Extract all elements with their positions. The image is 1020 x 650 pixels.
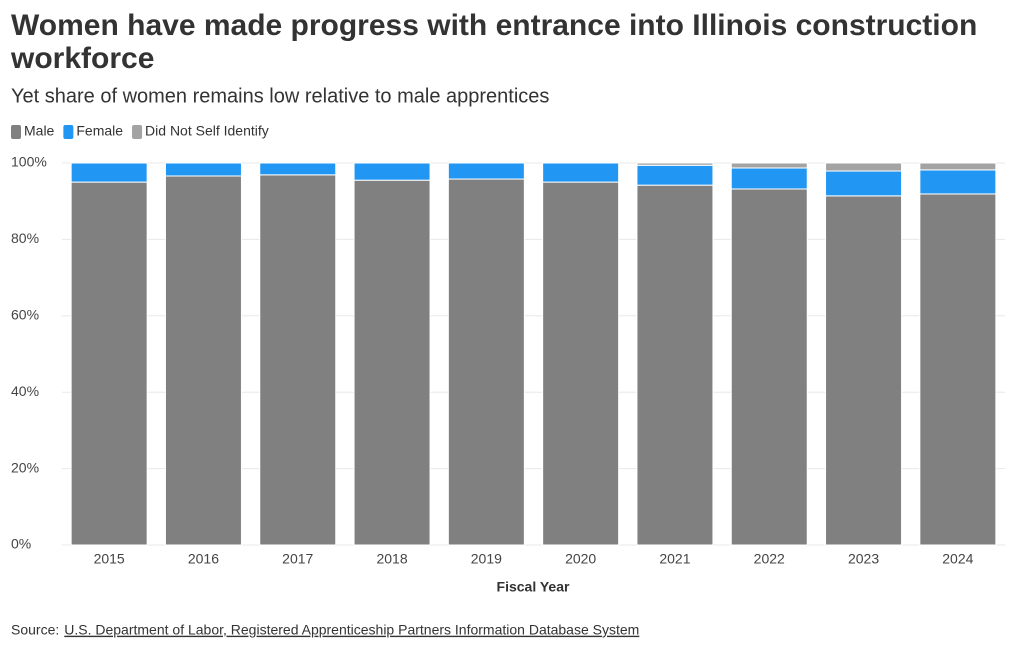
y-tick-label: 0% <box>11 536 31 552</box>
source-label: Source: <box>11 622 59 638</box>
bar-segment <box>825 170 903 197</box>
bar-segment <box>730 167 808 190</box>
bar-segment <box>636 162 714 166</box>
x-tick-label: 2020 <box>565 551 596 567</box>
bar-segment <box>164 175 242 546</box>
x-tick-label: 2015 <box>94 551 125 567</box>
bar-segment <box>164 162 242 177</box>
x-tick-label: 2017 <box>282 551 313 567</box>
bar-segment <box>259 162 337 176</box>
bar-segment <box>259 174 337 546</box>
bar-segment <box>70 162 148 183</box>
x-tick-label: 2016 <box>188 551 219 567</box>
legend-swatch <box>132 125 143 139</box>
bar-segment <box>730 162 808 169</box>
chart-subtitle: Yet share of women remains low relative … <box>11 85 549 107</box>
legend-swatch <box>63 125 74 139</box>
source-link[interactable]: U.S. Department of Labor, Registered App… <box>64 622 639 638</box>
bar-segment <box>447 178 525 546</box>
bar-segment <box>919 162 997 171</box>
legend: Male Female Did Not Self Identify <box>11 123 269 139</box>
bar-segment <box>353 162 431 181</box>
legend-swatch <box>11 125 21 139</box>
x-tick-label: 2022 <box>754 551 785 567</box>
bar-segment <box>730 188 808 546</box>
x-axis-title: Fiscal Year <box>497 579 570 595</box>
x-tick-label: 2021 <box>659 551 690 567</box>
bar-segment <box>447 162 525 180</box>
legend-label: Did Not Self Identify <box>145 123 269 139</box>
bar-segment <box>825 195 903 546</box>
legend-label: Female <box>76 123 123 139</box>
bar-segment <box>636 184 714 546</box>
legend-label: Male <box>24 123 55 139</box>
x-tick-label: 2018 <box>376 551 407 567</box>
x-tick-label: 2023 <box>848 551 879 567</box>
y-tick-label: 60% <box>11 307 39 323</box>
bar-segment <box>636 164 714 186</box>
bar-segment <box>353 179 431 546</box>
bar-segment <box>542 162 620 183</box>
y-tick-label: 80% <box>11 230 39 246</box>
bar-segment <box>70 181 148 546</box>
y-tick-label: 20% <box>11 459 39 475</box>
bar-segment <box>542 181 620 546</box>
chart-title: Women have made progress with entrance i… <box>11 9 978 75</box>
bar-segment <box>919 193 997 546</box>
bar-segment <box>825 162 903 172</box>
x-tick-label: 2024 <box>942 551 973 567</box>
y-tick-label: 100% <box>11 154 47 170</box>
y-tick-label: 40% <box>11 383 39 399</box>
x-tick-label: 2019 <box>471 551 502 567</box>
bar-segment <box>919 169 997 195</box>
